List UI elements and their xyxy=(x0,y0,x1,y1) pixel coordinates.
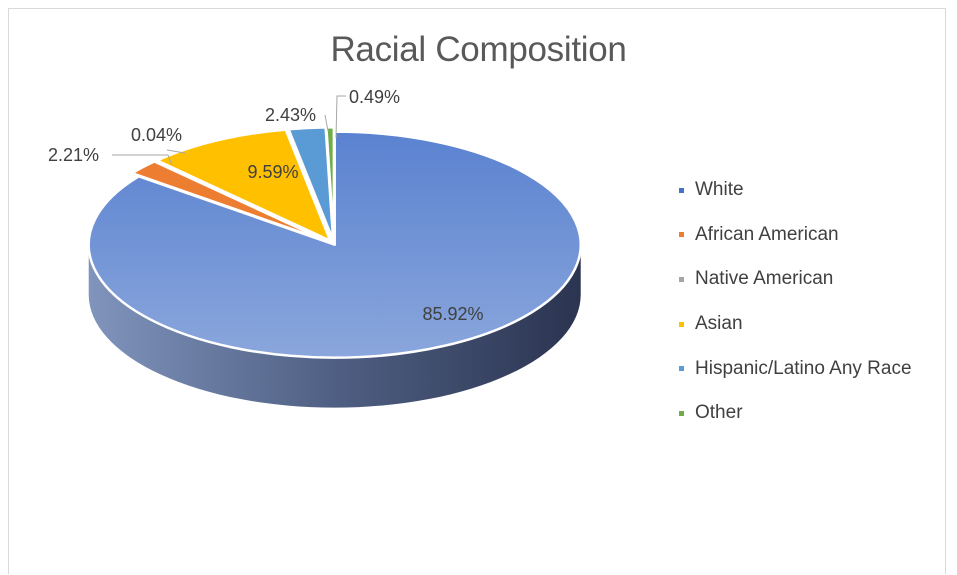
legend-label: Native American xyxy=(695,268,834,290)
pie-slice-white xyxy=(87,130,582,359)
chart-title: Racial Composition xyxy=(330,30,627,69)
legend-marker xyxy=(679,321,684,327)
leader-line-african-american xyxy=(112,154,173,166)
legend-item-other: Other xyxy=(676,391,946,436)
leader-line-other xyxy=(335,95,346,139)
pie-slice-other xyxy=(325,126,336,242)
leader-line-native-american xyxy=(166,149,186,154)
data-label-native-american: 0.04% xyxy=(131,125,182,145)
pie-slice-asian xyxy=(155,128,332,242)
legend-item-native-american: Native American xyxy=(676,257,946,302)
data-label-white: 85.92% xyxy=(422,304,483,324)
legend-label: Hispanic/Latino Any Race xyxy=(695,357,912,379)
leader-line-hispanic-latino-any-race xyxy=(324,114,329,132)
pie-slices xyxy=(87,126,582,359)
legend-label: Other xyxy=(695,402,743,424)
legend-item-african-american: African American xyxy=(676,213,946,258)
leader-lines xyxy=(112,95,346,166)
data-labels: 85.92% 2.21% 0.04% 9.59% 2.43% 0.49% xyxy=(48,87,484,324)
legend-item-white: White xyxy=(676,168,946,213)
legend-item-hispanic-latino-any-race: Hispanic/Latino Any Race xyxy=(676,346,946,391)
legend-marker xyxy=(679,187,684,193)
pie-slice-native-american xyxy=(153,159,330,243)
legend-item-asian: Asian xyxy=(676,302,946,347)
pie-side-white xyxy=(88,244,581,408)
legend-marker xyxy=(679,232,684,238)
legend-marker xyxy=(679,410,684,416)
data-label-african-american: 2.21% xyxy=(48,145,99,165)
data-label-other: 0.49% xyxy=(349,87,400,107)
legend-marker xyxy=(679,366,684,372)
data-label-asian: 9.59% xyxy=(247,162,298,182)
legend-label: Asian xyxy=(695,313,743,335)
legend-marker xyxy=(679,276,684,282)
legend-label: White xyxy=(695,179,744,201)
pie-sides xyxy=(88,244,581,408)
legend: White African American Native American Asia… xyxy=(676,168,946,436)
legend-label: African American xyxy=(695,223,839,245)
data-label-hispanic-latino-any-race: 2.43% xyxy=(265,105,316,125)
